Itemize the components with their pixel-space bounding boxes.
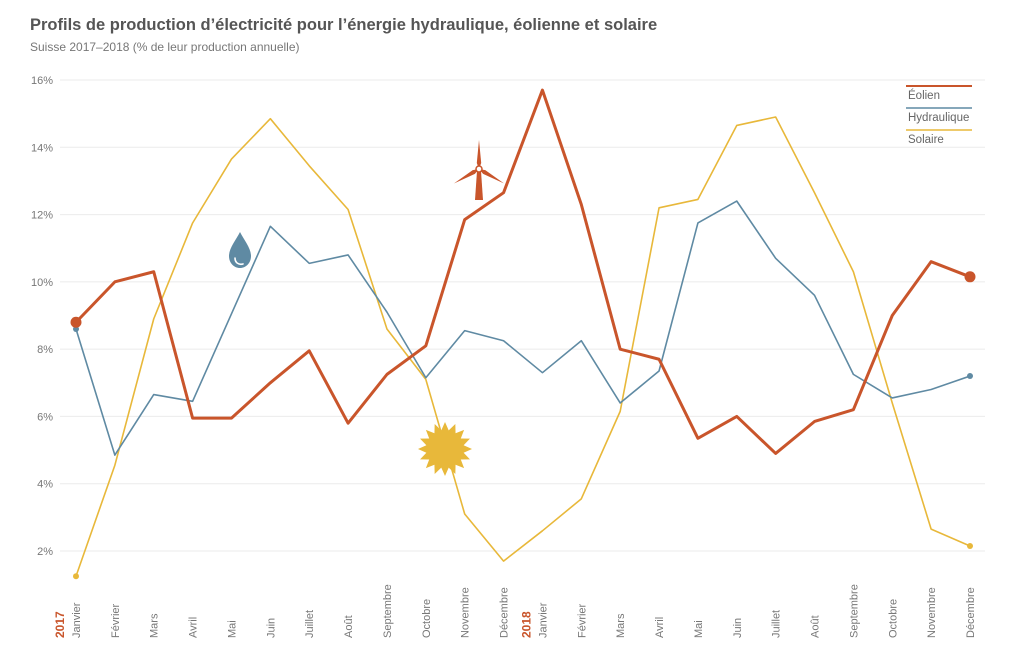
y-tick-label: 12% [31,210,53,222]
series-endpoint-eolien [964,271,976,283]
year-label: 2017 [53,611,67,638]
x-tick-label: Avril [188,617,200,638]
y-tick-label: 4% [37,479,53,491]
x-tick-label: Janvier [537,602,549,638]
x-tick-label: Juillet [771,610,783,638]
series-line-hydraulique [75,200,971,456]
legend-label-hydraulique: Hydraulique [908,112,969,124]
series-endpoint-eolien [70,316,82,328]
series-endpoint-hydraulique [967,373,973,380]
series-line-solaire [75,116,971,578]
x-tick-label: Novembre [926,587,938,638]
y-tick-label: 10% [31,277,53,289]
x-tick-label: Décembre [965,587,977,638]
x-tick-label: Septembre [848,584,860,638]
chart-subtitle: Suisse 2017–2018 (% de leur production a… [30,40,300,54]
legend: Éolien Hydraulique Solaire [906,85,972,146]
series-endpoint-solaire [967,542,973,549]
wind-turbine-icon [453,140,505,200]
x-tick-label: Novembre [460,587,472,638]
y-tick-label: 16% [31,75,53,87]
legend-label-solaire: Solaire [908,134,944,146]
x-tick-label: Mai [693,620,705,638]
x-tick-label: Juillet [304,610,316,638]
y-tick-label: 2% [37,546,53,558]
x-tick-label: Février [576,603,588,638]
x-tick-label: Août [343,615,355,638]
x-tick-label: Décembre [499,587,511,638]
water-drop-icon [229,232,251,268]
x-tick-label: Septembre [382,584,394,638]
legend-label-eolien: Éolien [908,89,940,102]
y-tick-label: 14% [31,142,53,154]
x-tick-label: Mai [226,620,238,638]
year-label: 2018 [519,611,533,638]
x-tick-label: Janvier [71,602,83,638]
x-tick-label: Mars [149,613,161,638]
x-tick-label: Juin [265,618,277,638]
y-tick-label: 6% [37,411,53,423]
chart-title: Profils de production d’électricité pour… [30,16,658,34]
legend-item-eolien: Éolien [906,85,972,102]
x-tick-label: Octobre [887,599,899,638]
y-tick-label: 8% [37,344,53,356]
x-tick-label: Août [810,615,822,638]
legend-item-solaire: Solaire [906,129,972,146]
x-tick-label: Avril [654,617,666,638]
sun-icon [418,422,472,476]
legend-item-hydraulique: Hydraulique [906,107,972,124]
x-tick-label: Octobre [421,599,433,638]
x-tick-label: Février [110,603,122,638]
series-line-eolien [74,88,972,455]
x-tick-label: Mars [615,613,627,638]
x-tick-label: Juin [732,618,744,638]
series-endpoint-solaire [73,573,79,580]
